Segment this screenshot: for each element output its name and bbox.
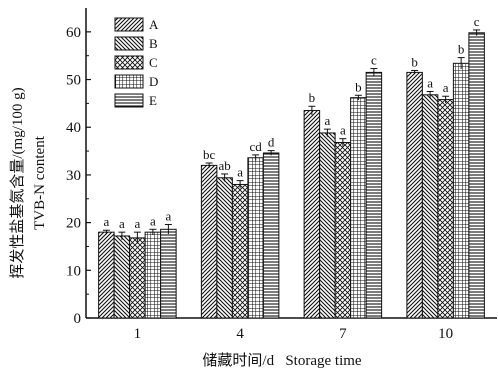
legend-label-d: D: [149, 74, 158, 89]
bar-c: [129, 237, 146, 319]
significance-label: a: [443, 80, 449, 95]
x-tick-label: 10: [438, 326, 453, 342]
bar-b: [319, 132, 336, 319]
legend-swatch-d: [114, 74, 144, 89]
bar-d: [144, 231, 162, 319]
legend-label-c: C: [149, 55, 158, 70]
bar-d: [452, 62, 470, 319]
significance-label: cd: [249, 139, 262, 154]
significance-label: b: [355, 79, 362, 94]
bar-e: [262, 152, 280, 319]
y-tick-label: 10: [66, 263, 81, 279]
significance-label: a: [150, 213, 156, 228]
legend-swatch-b: [114, 36, 144, 51]
legend-label-e: E: [149, 93, 157, 108]
x-axis-label: 储藏时间/d Storage time: [202, 352, 361, 369]
y-tick-label: 40: [66, 120, 81, 136]
bar-a: [98, 231, 115, 319]
significance-label: b: [458, 42, 465, 57]
y-axis-label-en: TVB-N content: [32, 135, 48, 230]
significance-label: c: [371, 53, 377, 68]
bar-c: [231, 183, 249, 319]
y-tick-label: 30: [66, 168, 81, 184]
x-tick-label: 1: [134, 326, 142, 342]
significance-label: a: [134, 216, 140, 231]
bar-b: [421, 94, 439, 319]
y-axis-title: 挥发性盐基氮含量/(mg/100 g) TVB-N content: [9, 87, 48, 278]
significance-label: d: [268, 135, 275, 150]
significance-label: a: [237, 165, 243, 180]
y-axis-label-cn: 挥发性盐基氮含量/(mg/100 g): [9, 87, 26, 278]
bar-d: [247, 157, 264, 319]
legend-swatch-a: [114, 17, 144, 32]
bar-e: [160, 228, 177, 319]
legend-label-a: A: [149, 17, 159, 32]
x-tick-label: 7: [339, 326, 347, 342]
significance-label: ab: [218, 158, 230, 173]
legend-label-b: B: [149, 36, 158, 51]
legend-swatch-c: [114, 55, 144, 70]
bar-b: [216, 177, 233, 319]
bar-c: [334, 141, 352, 319]
significance-label: b: [309, 90, 316, 105]
significance-label: a: [119, 216, 125, 231]
y-tick-label: 50: [66, 73, 81, 89]
y-tick-label: 0: [74, 311, 82, 327]
significance-label: a: [165, 209, 171, 224]
bar-c: [437, 99, 454, 319]
legend-swatch-e: [114, 93, 144, 108]
y-tick-label: 60: [66, 25, 81, 41]
bar-e: [468, 32, 485, 319]
significance-label: a: [103, 214, 109, 229]
bar-a: [303, 110, 321, 319]
significance-label: a: [324, 113, 330, 128]
bar-e: [365, 71, 383, 319]
x-tick-label: 4: [236, 326, 244, 342]
bar-a: [406, 71, 423, 319]
bar-d: [350, 97, 367, 319]
bar-a: [200, 164, 218, 319]
y-tick-label: 20: [66, 216, 81, 232]
significance-label: c: [474, 14, 480, 29]
bar-b: [113, 235, 131, 319]
significance-label: a: [340, 123, 346, 138]
significance-label: a: [427, 75, 433, 90]
significance-label: b: [411, 54, 418, 69]
significance-label: bc: [203, 147, 216, 162]
